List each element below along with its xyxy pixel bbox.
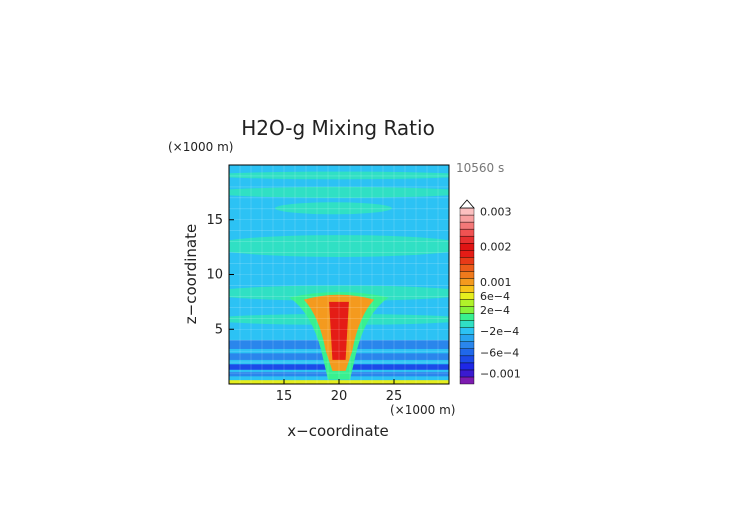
y-tick-label: 15 (206, 213, 223, 228)
field-band (229, 235, 449, 257)
y-tick-label: 10 (206, 268, 223, 283)
colorbar-label: −2e−4 (480, 325, 519, 338)
colorbar-swatch (459, 228, 475, 237)
colorbar-swatch (459, 214, 475, 223)
colorbar-swatch (459, 285, 475, 293)
colorbar-label: −6e−4 (480, 346, 519, 359)
timestamp-label: 10560 s (456, 161, 504, 175)
colorbar-swatch (459, 334, 475, 342)
colorbar-swatch (459, 242, 475, 251)
colorbar-swatch (459, 355, 475, 364)
colorbar-swatch (459, 292, 475, 300)
field-band (229, 171, 449, 180)
colorbar-label: −0.001 (480, 367, 521, 380)
x-axis-label: x−coordinate (287, 422, 388, 440)
colorbar-swatch (459, 306, 475, 314)
x-tick-label: 15 (276, 389, 293, 404)
colorbar-swatch (459, 250, 475, 258)
colorbar-swatch (459, 362, 475, 371)
colorbar: −0.001 −6e−4 −2e−4 2e−46e−40.001 0.002 0.003 (459, 199, 521, 385)
colorbar-label: 2e−4 (480, 304, 510, 317)
colorbar-swatch (459, 235, 475, 244)
colorbar-swatch (459, 299, 475, 307)
colorbar-label: 0.002 (480, 241, 512, 254)
colorbar-swatch (459, 369, 475, 378)
chart-title: H2O-g Mixing Ratio (241, 116, 435, 140)
y-axis-label: z−coordinate (182, 224, 200, 324)
colorbar-label: 0.001 (480, 276, 512, 289)
colorbar-label: 0.003 (480, 206, 512, 219)
plot-grid (229, 165, 449, 384)
colorbar-swatch (459, 376, 475, 385)
x-tick-label: 20 (331, 389, 348, 404)
colorbar-swatch (459, 264, 475, 272)
colorbar-swatch (459, 341, 475, 350)
y-axis-ticks: 5 10 15 (206, 213, 234, 337)
colorbar-swatch (459, 257, 475, 265)
colorbar-swatch (459, 278, 475, 286)
colorbar-swatch (459, 327, 475, 335)
colorbar-swatch (459, 207, 475, 216)
field-band (275, 202, 392, 215)
plume-core (329, 301, 349, 360)
colorbar-swatch (459, 348, 475, 357)
colorbar-swatch (459, 320, 475, 328)
x-tick-label: 25 (386, 389, 403, 404)
colorbar-extend-arrow (459, 199, 475, 209)
colorbar-swatch (459, 221, 475, 230)
y-tick-label: 5 (215, 322, 223, 337)
colorbar-swatch (459, 313, 475, 321)
x-unit-label: (×1000 m) (390, 403, 455, 417)
heatmap-plot (228, 164, 450, 385)
y-unit-label: (×1000 m) (168, 140, 233, 154)
field-band (229, 186, 449, 198)
colorbar-swatch (459, 271, 475, 279)
mixing-ratio-field (229, 165, 449, 384)
colorbar-label: 6e−4 (480, 290, 510, 303)
x-axis-ticks: 15 20 25 (276, 379, 403, 404)
